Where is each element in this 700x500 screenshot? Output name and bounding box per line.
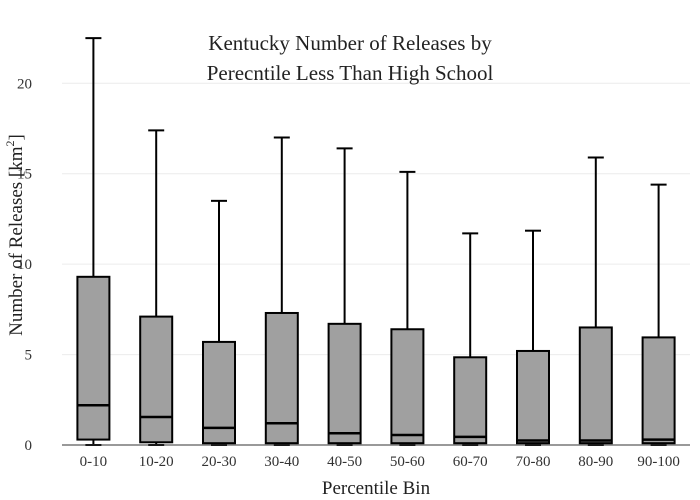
box-group bbox=[641, 183, 676, 446]
x-tick-label: 0-10 bbox=[80, 454, 108, 470]
box-iqr bbox=[516, 349, 550, 445]
x-tick-label: 20-30 bbox=[202, 454, 237, 470]
box-layer bbox=[76, 37, 676, 446]
y-tick-label: 10 bbox=[17, 257, 32, 273]
y-axis-title-main: Number of Releases [km bbox=[6, 146, 27, 336]
y-axis-title-end: ] bbox=[6, 134, 27, 140]
y-tick-label: 5 bbox=[25, 348, 33, 364]
box-group bbox=[327, 147, 362, 446]
box-iqr bbox=[327, 322, 362, 445]
box-group bbox=[264, 136, 299, 446]
x-tick-labels: 0-10 10-20 20-30 30-40 40-50 50-60 60-70 70-80 8… bbox=[80, 454, 680, 470]
box-iqr bbox=[76, 275, 111, 441]
x-tick-label: 90-100 bbox=[637, 454, 680, 470]
x-tick-label: 60-70 bbox=[453, 454, 488, 470]
x-axis-title: Percentile Bin bbox=[322, 478, 431, 499]
box-iqr bbox=[578, 326, 613, 445]
box-iqr bbox=[641, 336, 676, 445]
box-group bbox=[139, 129, 174, 446]
box-iqr bbox=[390, 328, 425, 445]
x-tick-label: 80-90 bbox=[578, 454, 613, 470]
box-group bbox=[390, 170, 425, 446]
x-tick-label: 10-20 bbox=[139, 454, 174, 470]
y-axis-title-superscript: 2 bbox=[3, 140, 17, 146]
x-tick-label: 40-50 bbox=[327, 454, 362, 470]
box-group bbox=[76, 37, 111, 446]
box-group bbox=[202, 199, 236, 446]
box-group bbox=[578, 156, 613, 446]
x-tick-label: 30-40 bbox=[264, 454, 299, 470]
y-tick-label: 0 bbox=[25, 438, 33, 454]
box-group bbox=[516, 229, 550, 446]
box-group bbox=[453, 232, 488, 446]
box-iqr bbox=[202, 340, 236, 445]
y-tick-label: 15 bbox=[17, 167, 32, 183]
y-tick-label: 20 bbox=[17, 76, 32, 92]
box-iqr bbox=[139, 315, 174, 444]
chart-title-line-1: Kentucky Number of Releases by bbox=[208, 31, 492, 55]
chart-title-line-2: Perecntile Less Than High School bbox=[207, 61, 494, 85]
x-tick-label: 70-80 bbox=[516, 454, 551, 470]
y-tick-labels: 0 5 10 15 20 bbox=[17, 76, 32, 454]
box-iqr bbox=[453, 356, 488, 445]
box-iqr bbox=[264, 311, 299, 445]
y-axis-title: Number of Releases [km2] bbox=[3, 134, 27, 336]
x-tick-label: 50-60 bbox=[390, 454, 425, 470]
